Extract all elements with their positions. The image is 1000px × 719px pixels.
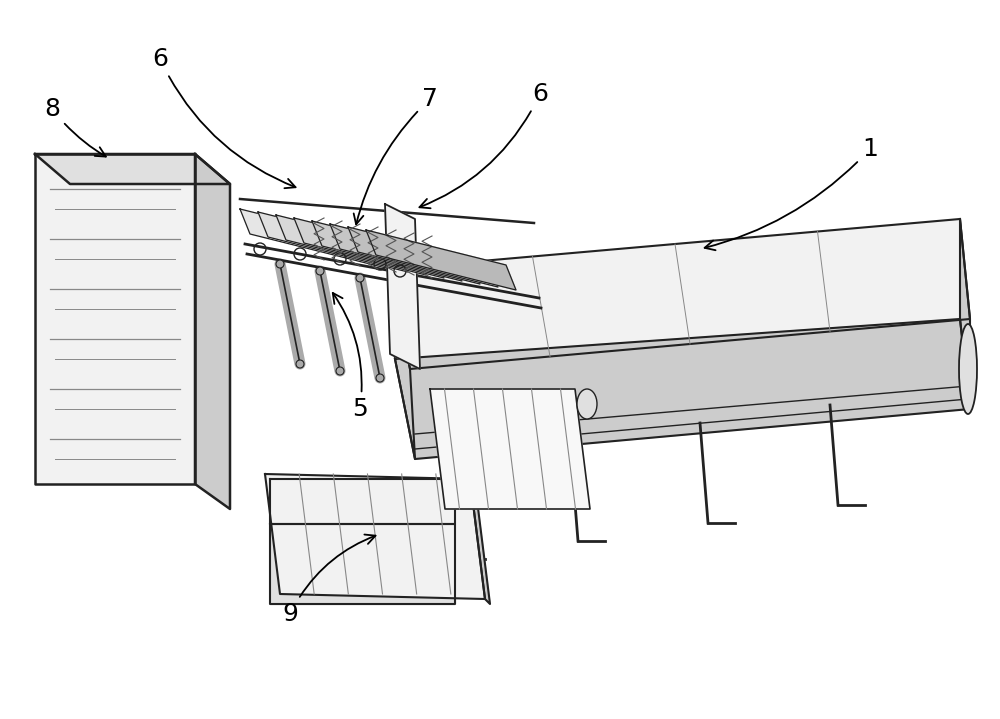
Circle shape [356, 274, 364, 282]
Text: 6: 6 [419, 82, 548, 209]
Polygon shape [960, 219, 970, 409]
Circle shape [316, 267, 324, 275]
Circle shape [336, 367, 344, 375]
Ellipse shape [959, 324, 977, 414]
Polygon shape [258, 212, 408, 272]
Polygon shape [430, 389, 590, 509]
Polygon shape [276, 215, 426, 275]
Text: 9: 9 [282, 534, 376, 626]
Ellipse shape [577, 389, 597, 419]
Polygon shape [265, 474, 485, 599]
Polygon shape [390, 219, 970, 369]
Polygon shape [294, 218, 444, 278]
Polygon shape [270, 524, 455, 604]
Circle shape [276, 260, 284, 268]
Polygon shape [270, 479, 455, 524]
Polygon shape [390, 269, 415, 459]
Text: 6: 6 [152, 47, 296, 188]
Polygon shape [35, 154, 230, 184]
Text: 7: 7 [354, 87, 438, 224]
Text: 8: 8 [44, 97, 106, 157]
Polygon shape [366, 230, 516, 290]
Polygon shape [330, 224, 480, 284]
Polygon shape [470, 479, 490, 604]
Circle shape [296, 360, 304, 368]
Polygon shape [35, 154, 195, 484]
Polygon shape [312, 221, 462, 281]
Polygon shape [395, 319, 970, 459]
Text: 5: 5 [333, 293, 368, 421]
Text: 1: 1 [705, 137, 878, 250]
Polygon shape [385, 204, 420, 369]
Circle shape [376, 374, 384, 382]
Polygon shape [195, 154, 230, 509]
Polygon shape [348, 227, 498, 287]
Polygon shape [240, 209, 390, 269]
